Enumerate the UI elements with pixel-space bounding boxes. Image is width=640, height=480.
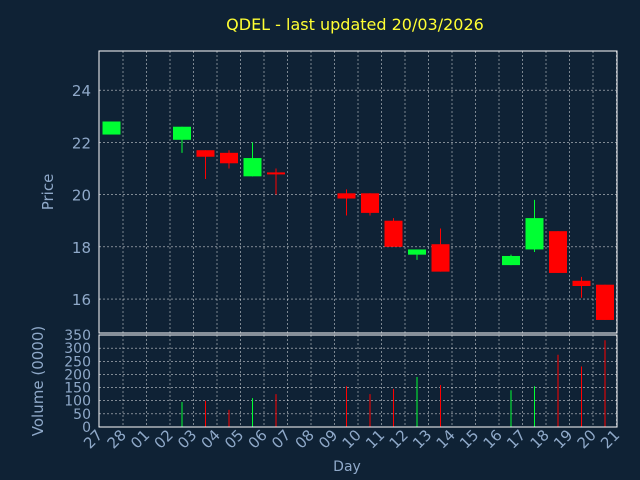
candle-body	[549, 231, 567, 273]
volume-bars	[181, 340, 606, 427]
candle	[102, 121, 121, 135]
volume-axis-label: Volume (0000)	[29, 326, 47, 436]
candle-body	[267, 172, 285, 175]
price-tick-label: 20	[72, 187, 91, 205]
candle-body	[196, 150, 215, 157]
volume-tick-label: 250	[64, 354, 91, 370]
price-axis-label: Price	[39, 174, 57, 211]
candle	[173, 126, 191, 153]
volume-tick-label: 150	[64, 381, 91, 397]
day-tick-labels: 2728010203040506070809101112131415161718…	[80, 426, 623, 452]
chart-title: QDEL - last updated 20/03/2026	[226, 15, 484, 34]
candle	[572, 276, 591, 298]
candle-body	[361, 193, 379, 213]
candle	[220, 150, 238, 169]
candle	[196, 150, 215, 179]
volume-tick-label: 350	[64, 328, 91, 344]
volume-tick-label: 300	[64, 341, 91, 357]
volume-tick-label: 0	[82, 420, 91, 436]
volume-panel-frame	[98, 334, 618, 428]
candle-body	[431, 244, 450, 272]
candle-body	[502, 255, 520, 266]
price-panel-frame	[98, 50, 618, 334]
price-tick-labels: 16 18 20 22 24	[72, 82, 91, 309]
price-panel: 16 18 20 22 24 Price	[39, 50, 618, 334]
candle-body	[384, 220, 403, 247]
candle	[596, 284, 614, 320]
price-tick-label: 18	[72, 239, 91, 257]
candle	[525, 199, 544, 253]
volume-grid	[99, 334, 617, 428]
candle-body	[408, 249, 426, 255]
candle-body	[337, 193, 356, 199]
volume-tick-label: 50	[73, 407, 91, 423]
candle	[384, 218, 403, 247]
price-tick-label: 22	[72, 134, 91, 152]
candle-body	[572, 280, 591, 286]
candle-body	[102, 121, 121, 135]
candle-body	[220, 152, 238, 164]
x-axis-label: Day	[333, 459, 361, 475]
price-tick-label: 16	[72, 291, 91, 309]
price-candles	[102, 121, 614, 320]
candle	[502, 254, 520, 266]
candle	[267, 168, 285, 195]
candle	[243, 142, 262, 177]
volume-tick-label: 200	[64, 367, 91, 383]
candle-body	[243, 158, 262, 177]
volume-tick-label: 100	[64, 394, 91, 410]
candle	[431, 228, 450, 272]
candle-body	[596, 284, 614, 320]
candle-body	[173, 126, 191, 140]
candle-body	[525, 218, 544, 250]
price-grid	[99, 51, 617, 333]
price-tick-label: 24	[72, 82, 91, 100]
candle	[549, 231, 567, 273]
candle	[361, 193, 379, 216]
candle	[337, 189, 356, 216]
candle	[408, 249, 426, 260]
